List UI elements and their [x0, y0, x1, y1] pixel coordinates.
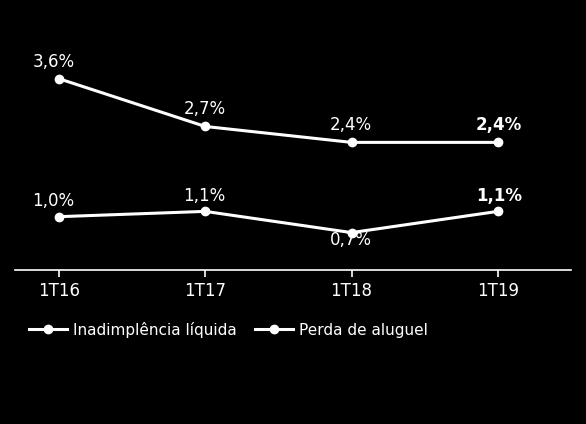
Legend: Inadimplência líquida, Perda de aluguel: Inadimplência líquida, Perda de aluguel: [23, 315, 434, 343]
Text: 1,0%: 1,0%: [33, 192, 74, 210]
Text: 1,1%: 1,1%: [476, 187, 522, 205]
Text: 1,1%: 1,1%: [183, 187, 226, 205]
Text: 0,7%: 0,7%: [329, 231, 372, 248]
Text: 3,6%: 3,6%: [33, 53, 74, 71]
Text: 2,4%: 2,4%: [329, 117, 372, 134]
Text: 2,7%: 2,7%: [183, 100, 226, 118]
Text: 2,4%: 2,4%: [476, 117, 522, 134]
